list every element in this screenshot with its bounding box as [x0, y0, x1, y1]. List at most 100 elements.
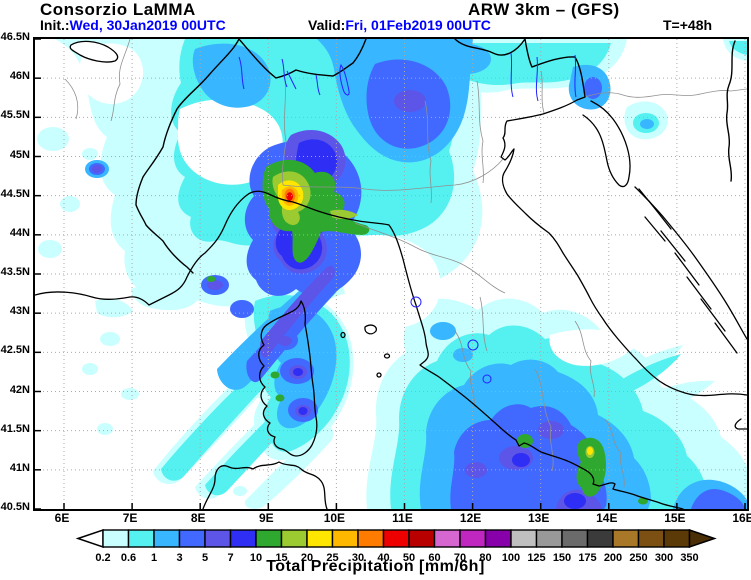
border-swiss-italy	[238, 39, 367, 79]
lon-label-9E: 9E	[258, 511, 274, 525]
colorbar-tick-label: 10	[250, 552, 262, 564]
lat-label-46N: 46N	[9, 70, 30, 83]
border-slovenia-italy	[524, 39, 586, 101]
lat-label-40.5N: 40.5N	[0, 501, 30, 513]
coastlines	[35, 40, 747, 509]
lon-label-12E: 12E	[459, 511, 482, 525]
lon-label-13E: 13E	[528, 511, 550, 525]
lat-label-44.5N: 44.5N	[0, 187, 30, 200]
valid-value: Fri, 01Feb2019 00UTC	[345, 17, 491, 33]
coast-corsica	[258, 300, 318, 457]
colorbar-tick-label: 175	[578, 552, 596, 564]
colorbar-cell	[204, 529, 232, 548]
border-austria-italy	[454, 39, 526, 56]
colorbar-tick-label: 15	[275, 552, 287, 564]
colorbar-cell	[102, 529, 130, 548]
lon-label-8E: 8E	[190, 511, 206, 525]
colorbar-tick-label: 100	[502, 552, 520, 564]
colorbar-tick-label: 300	[655, 552, 673, 564]
lat-label-44N: 44N	[9, 226, 30, 239]
colorbar-tick-label: 80	[479, 552, 491, 564]
lon-label-11E: 11E	[392, 511, 413, 525]
colorbar-tick-label: 20	[301, 552, 313, 564]
lake-bracciano	[482, 374, 492, 384]
lat-label-45.5N: 45.5N	[0, 109, 30, 122]
colorbar-cell	[153, 529, 181, 548]
lon-label-14E: 14E	[596, 511, 618, 525]
colorbar-tick-label: 7	[227, 552, 233, 564]
valid-line: Valid:Fri, 01Feb2019 00UTC	[308, 17, 491, 33]
colorbar-cell	[178, 529, 206, 548]
lat-lon-grid	[35, 39, 747, 509]
lat-label-43N: 43N	[9, 305, 30, 318]
colorbar-cell	[306, 529, 334, 548]
colorbar-cell	[280, 529, 308, 548]
colorbar-tick-label: 40	[377, 552, 389, 564]
lon-label-10E: 10E	[323, 511, 346, 525]
axis-ticks	[35, 39, 746, 509]
lat-label-46.5N: 46.5N	[0, 31, 30, 43]
lat-label-45N: 45N	[9, 148, 30, 161]
colorbar-cell	[459, 529, 487, 548]
colorbar-cell	[229, 529, 257, 548]
lake-trasimeno	[410, 296, 422, 308]
colorbar-tick-label: 25	[326, 552, 338, 564]
lake-geneva	[69, 40, 119, 63]
coast-adriatic	[500, 99, 747, 397]
lon-label-15E: 15E	[664, 511, 686, 525]
colorbar-tick-label: 30	[352, 552, 364, 564]
island-elba	[364, 324, 377, 335]
admin-boundaries	[64, 39, 747, 488]
colorbar-tick-label: 3	[176, 552, 182, 564]
lake-iseo	[315, 74, 321, 96]
valid-label: Valid:	[308, 17, 346, 33]
lat-label-41N: 41N	[9, 461, 30, 474]
lake-como	[281, 58, 297, 90]
colorbar-tick-label: 125	[527, 552, 545, 564]
precipitation-map	[35, 39, 747, 509]
colorbar-tick-label: 1	[151, 552, 157, 564]
colorbar-cell	[510, 529, 538, 548]
border-france-italy	[135, 39, 240, 274]
border-croatia-hungary	[725, 40, 736, 182]
coast-gargano	[734, 418, 747, 430]
colorbar-cell	[561, 529, 589, 548]
colorbar-cell	[433, 529, 461, 548]
colorbar-tick-label: 0.2	[95, 552, 110, 564]
precipitation-field	[37, 39, 747, 509]
lon-label-16E: 16E	[732, 511, 751, 525]
colorbar-cell	[535, 529, 563, 548]
coast-istria	[582, 100, 631, 188]
colorbar-cell	[255, 529, 283, 548]
colorbar-cell	[382, 529, 410, 548]
colorbar-cell	[331, 529, 359, 548]
colorbar-tick-label: 150	[553, 552, 571, 564]
colorbar-tick-label: 200	[604, 552, 622, 564]
lead-time: T=+48h	[663, 17, 713, 33]
map-frame	[33, 37, 749, 511]
model-title: ARW 3km – (GFS)	[468, 0, 620, 19]
lat-label-41.5N: 41.5N	[0, 422, 30, 435]
lake-garda	[339, 63, 350, 96]
colorbar-cell	[663, 529, 691, 548]
colorbar-cell	[357, 529, 385, 548]
colorbar-tick-label: 350	[680, 552, 698, 564]
colorbar-tick-label: 250	[629, 552, 647, 564]
lake-maggiore	[238, 56, 245, 90]
lat-label-42N: 42N	[9, 383, 30, 396]
colorbar-cell	[484, 529, 512, 548]
hydro-features	[238, 52, 577, 384]
lake-bolsena	[467, 339, 479, 351]
coast-sardinia	[202, 461, 328, 509]
brand-title: Consorzio LaMMA	[40, 0, 196, 19]
lat-label-42.5N: 42.5N	[0, 344, 30, 357]
colorbar-cell	[586, 529, 614, 548]
colorbar-tick-label: 60	[428, 552, 440, 564]
colorbar-cell	[637, 529, 665, 548]
coast-tyrrhenian	[35, 190, 684, 509]
init-label: Init.:	[40, 17, 70, 33]
colorbar-cell	[612, 529, 640, 548]
colorbar-cell	[408, 529, 436, 548]
colorbar-tick-label: 5	[202, 552, 208, 564]
